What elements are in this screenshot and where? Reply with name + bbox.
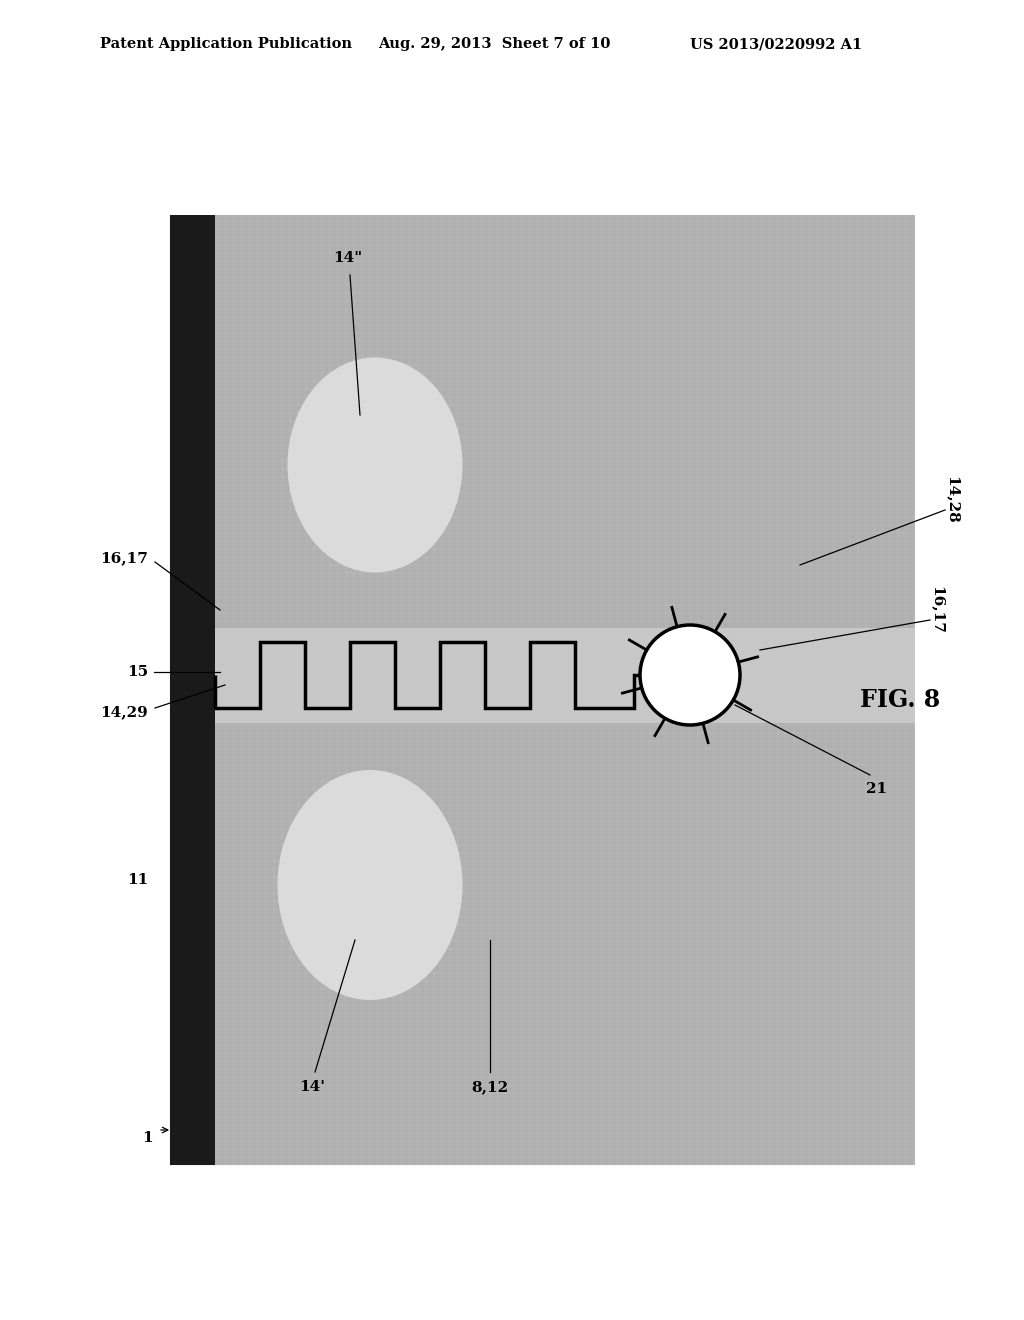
Text: 21: 21	[866, 781, 888, 796]
Bar	[170, 215, 215, 1166]
Text: 11: 11	[127, 873, 148, 887]
Text: 1: 1	[142, 1131, 154, 1144]
Text: US 2013/0220992 A1: US 2013/0220992 A1	[690, 37, 862, 51]
Text: Patent Application Publication: Patent Application Publication	[100, 37, 352, 51]
Text: 14,28: 14,28	[945, 477, 959, 524]
Ellipse shape	[288, 358, 463, 573]
Text: 16,17: 16,17	[100, 550, 148, 565]
Circle shape	[640, 624, 740, 725]
Bar	[170, 215, 915, 1166]
Text: 14': 14'	[299, 1080, 325, 1094]
Text: 16,17: 16,17	[930, 586, 944, 634]
Text: Aug. 29, 2013  Sheet 7 of 10: Aug. 29, 2013 Sheet 7 of 10	[378, 37, 610, 51]
Text: 14,29: 14,29	[100, 705, 148, 719]
Text: 8,12: 8,12	[471, 1080, 509, 1094]
Bar	[215, 627, 915, 722]
Ellipse shape	[278, 770, 463, 1001]
Text: FIG. 8: FIG. 8	[860, 688, 940, 711]
Text: 15: 15	[127, 665, 148, 678]
Text: 14": 14"	[334, 251, 362, 265]
